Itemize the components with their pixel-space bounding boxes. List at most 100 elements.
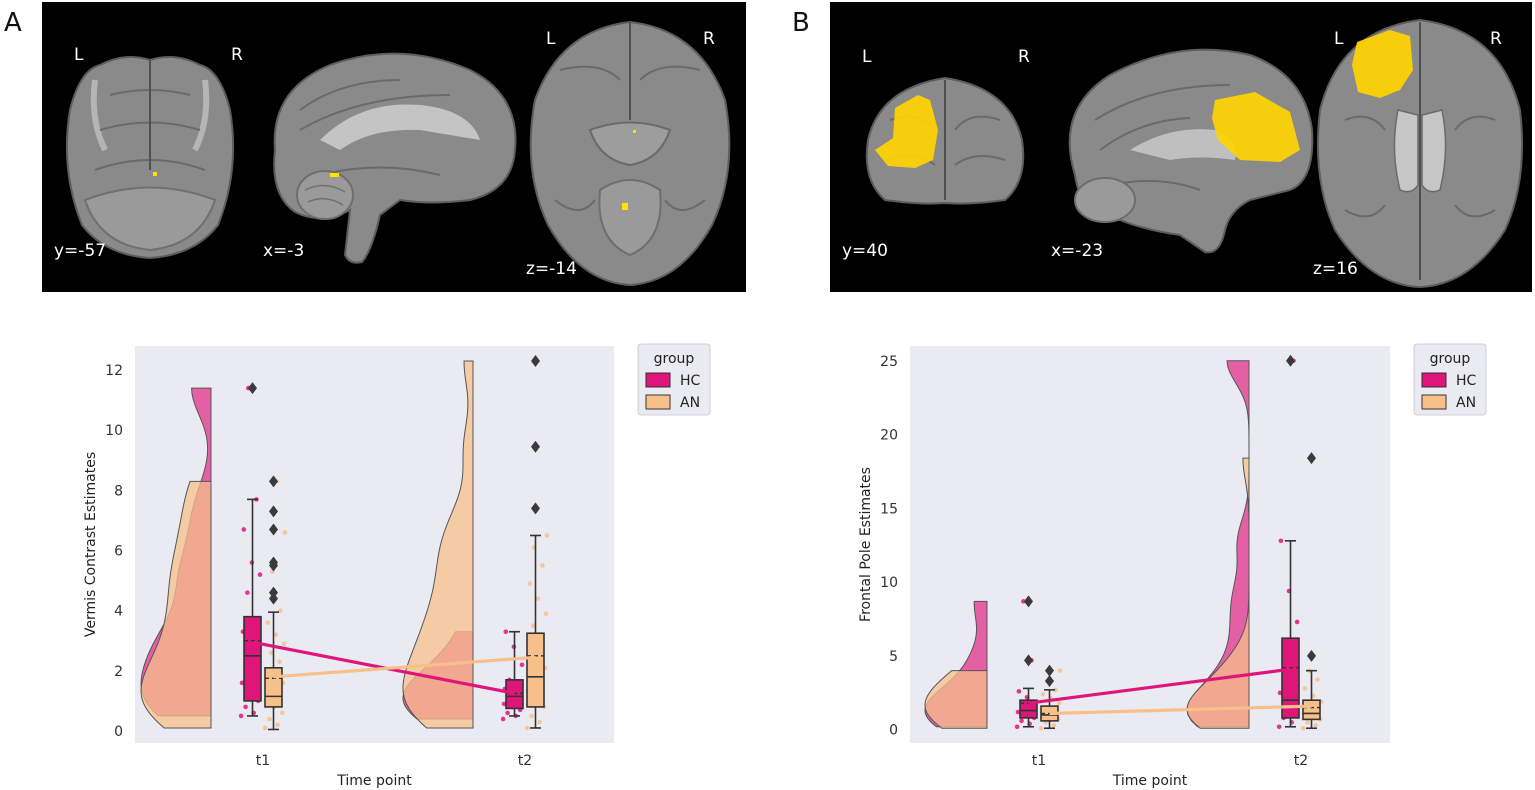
box-hc-t2 [1281, 637, 1300, 719]
point-hc [1014, 724, 1020, 730]
outlier-marker [269, 556, 278, 569]
point-hc [241, 527, 247, 532]
outlier-marker [269, 592, 278, 605]
activation-blob [875, 95, 938, 168]
brain-panel-b: L R L R y=40 x=-23 z=16 [842, 18, 1524, 289]
orientation-right-label: R [1018, 47, 1030, 67]
point-an [527, 581, 533, 586]
point-an [1305, 720, 1310, 725]
point-an [543, 611, 549, 616]
slice-coordinate: z=16 [1313, 259, 1358, 279]
point-hc [257, 572, 263, 577]
sagittal-slice-b [1068, 48, 1314, 254]
activation-blob [1212, 92, 1300, 162]
box-an-t1 [264, 667, 283, 708]
point-hc [238, 713, 244, 719]
x-tick-label: t2 [1294, 753, 1308, 769]
raincloud-chart-frontal-pole: 0 5 10 15 20 25 t1 t2 Time point Frontal Pole Est… [858, 343, 1487, 789]
legend-swatch-hc [645, 372, 671, 388]
y-tick-label: 15 [880, 501, 898, 517]
outlier-marker [1307, 649, 1316, 662]
panel-label-b: B [792, 8, 810, 38]
point-an [529, 713, 534, 719]
axial-slice-b [1316, 18, 1524, 289]
x-axis-title: Time point [336, 773, 412, 789]
activation-blob [153, 172, 157, 176]
legend-label-an: AN [680, 395, 700, 411]
point-hc [1278, 538, 1284, 544]
cloud-an-t2 [402, 360, 474, 729]
point-an [1051, 722, 1056, 728]
point-hc [239, 680, 245, 686]
point-an [544, 533, 550, 538]
outlier-marker [269, 523, 278, 536]
slice-coordinate: x=-23 [1051, 241, 1103, 261]
legend-label-hc: HC [1456, 373, 1477, 389]
point-an [537, 719, 542, 725]
activation-blob [1352, 30, 1413, 98]
activation-blob [330, 173, 339, 177]
y-tick-label: 25 [880, 354, 898, 370]
point-an [1315, 677, 1320, 682]
brain-panel-a: L R L R y=-57 x=-3 z=-14 [54, 20, 731, 287]
raincloud-chart-vermis: 0 2 4 6 8 10 12 t1 t2 Time point Vermis Contrast E… [83, 343, 711, 789]
point-hc [1016, 689, 1022, 694]
outlier-marker [531, 440, 540, 453]
outlier-marker [531, 355, 540, 368]
legend-label-hc: HC [680, 373, 701, 389]
point-an [277, 659, 282, 665]
y-tick-label: 10 [105, 423, 123, 439]
y-axis-title: Frontal Pole Estimates [858, 467, 874, 622]
point-an [1057, 668, 1063, 673]
cloud-an-t1 [924, 670, 988, 729]
legend-label-an: AN [1456, 395, 1476, 411]
point-an [279, 710, 285, 716]
orientation-left-label: L [74, 45, 84, 65]
cloud-an-t2 [1186, 457, 1250, 729]
axial-slice-a [529, 20, 731, 287]
point-an [1056, 700, 1062, 706]
y-tick-label: 2 [114, 664, 123, 680]
slice-coordinate: x=-3 [263, 241, 304, 261]
point-an [1038, 725, 1044, 731]
point-an [1300, 725, 1306, 731]
point-an [275, 722, 281, 728]
box-hc-t2 [505, 679, 524, 710]
point-an [267, 716, 272, 722]
cloud-an-t1 [140, 480, 212, 729]
slice-coordinate: y=-57 [54, 241, 106, 261]
x-axis-title: Time point [1112, 773, 1188, 789]
legend-swatch-an [645, 394, 671, 410]
orientation-left-label: L [1334, 29, 1344, 49]
box-hc-t1 [243, 615, 262, 702]
activation-blob [622, 203, 628, 210]
y-tick-label: 20 [880, 428, 898, 444]
point-hc [1276, 724, 1282, 730]
point-hc [505, 710, 510, 716]
point-an [262, 725, 268, 731]
point-an [265, 620, 271, 625]
point-an [1053, 687, 1058, 693]
point-an [524, 725, 530, 731]
mean-trend-line-an [1049, 704, 1312, 716]
point-an [269, 650, 274, 656]
outlier-marker [269, 505, 278, 518]
outlier-marker [1024, 654, 1033, 667]
point-an [531, 623, 536, 629]
slice-coordinate: z=-14 [526, 259, 577, 279]
point-hc [503, 629, 509, 635]
legend-title: group [1430, 351, 1471, 367]
point-an [535, 596, 541, 601]
legend-swatch-hc [1421, 372, 1447, 388]
point-hc [245, 590, 250, 595]
outlier-marker [531, 502, 540, 515]
orientation-left-label: L [862, 47, 872, 67]
activation-blob [633, 130, 636, 133]
x-tick-label: t2 [518, 753, 532, 769]
point-hc [519, 662, 525, 668]
outlier-marker [248, 382, 257, 395]
y-tick-label: 12 [105, 363, 123, 379]
point-an [1302, 686, 1308, 691]
plot-area [910, 346, 1390, 743]
